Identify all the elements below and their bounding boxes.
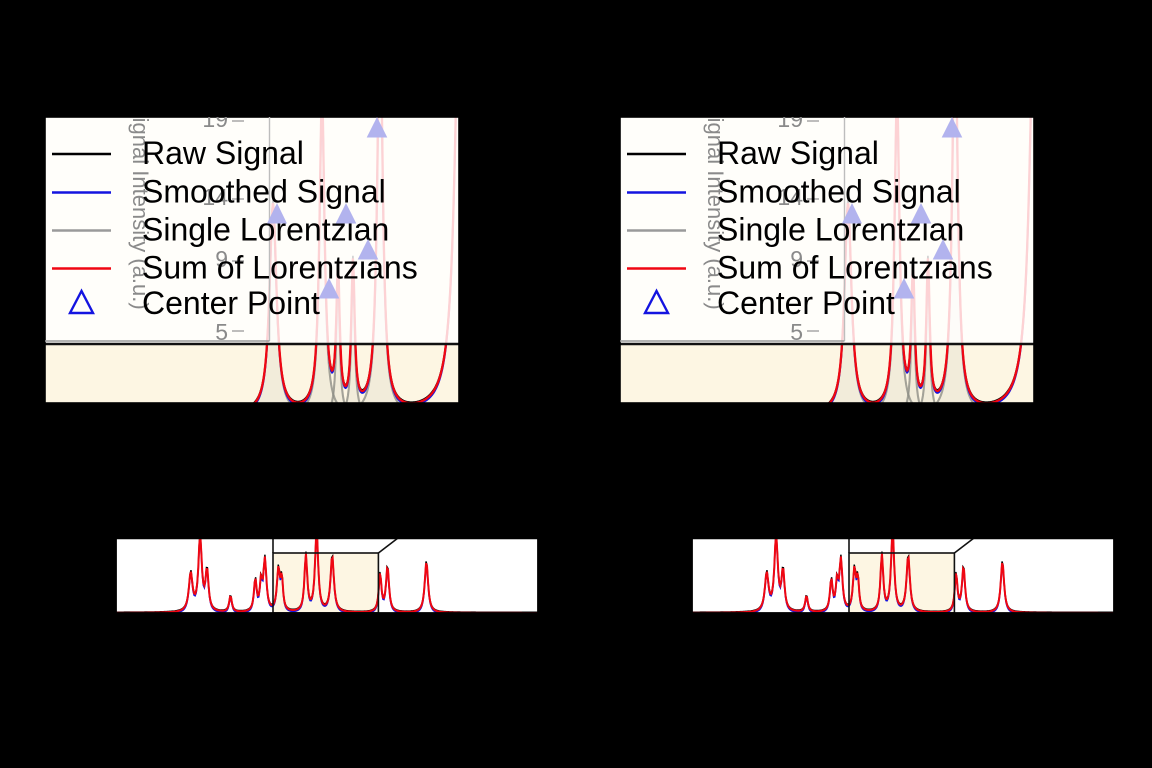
svg-text:Center Point: Center Point <box>142 285 320 321</box>
svg-text:Center Point: Center Point <box>717 285 895 321</box>
svg-text:Sum of Lorentzians: Sum of Lorentzians <box>717 250 993 286</box>
svg-text:Smoothed Signal: Smoothed Signal <box>142 174 386 210</box>
svg-text:5: 5 <box>790 319 803 345</box>
svg-text:19: 19 <box>202 106 228 132</box>
svg-text:Sum of Lorentzians: Sum of Lorentzians <box>142 250 418 286</box>
svg-text:5: 5 <box>215 319 228 345</box>
svg-text:Smoothed Signal: Smoothed Signal <box>717 174 961 210</box>
svg-text:Raw Signal: Raw Signal <box>142 135 304 171</box>
svg-text:19: 19 <box>777 106 803 132</box>
svg-text:Raw Signal: Raw Signal <box>717 135 879 171</box>
